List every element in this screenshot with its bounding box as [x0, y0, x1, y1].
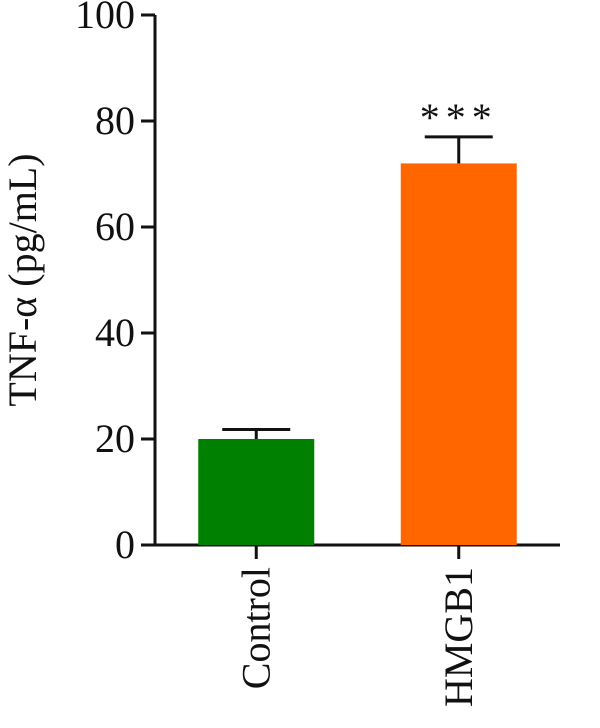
x-tick-label-hmgb1: HMGB1	[436, 567, 481, 707]
bars: ***	[198, 95, 517, 545]
bar-hmgb1	[400, 163, 517, 545]
y-tick-label: 100	[75, 0, 135, 37]
y-tick-label: 60	[95, 204, 135, 249]
x-tick-label-control: Control	[233, 567, 278, 689]
y-axis-label: TNF-α (pg/mL)	[0, 153, 45, 406]
y-tick-label: 40	[95, 310, 135, 355]
y-tick-label: 0	[115, 522, 135, 567]
y-axis: 0 20 40 60 80 100	[75, 0, 157, 567]
y-tick-label: 80	[95, 98, 135, 143]
y-tick-label: 20	[95, 416, 135, 461]
bar-control	[198, 439, 315, 545]
significance-marker: ***	[420, 95, 498, 140]
x-axis: Control HMGB1	[155, 543, 560, 707]
